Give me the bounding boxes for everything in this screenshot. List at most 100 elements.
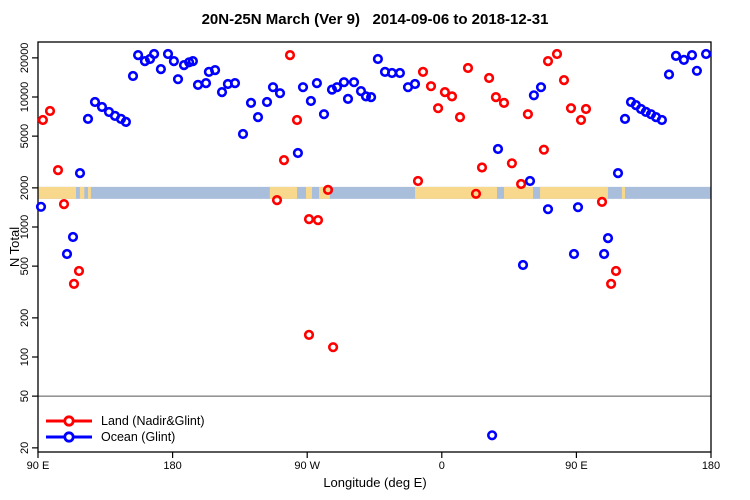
ocean-data-point [168, 55, 179, 67]
y-tick-label: 100 [19, 348, 31, 366]
ocean-data-point [305, 95, 317, 107]
legend-marker [63, 415, 75, 427]
ocean-data-point [619, 113, 631, 124]
map-band-land [306, 186, 312, 199]
land-data-point [44, 105, 56, 117]
ocean-data-point [216, 86, 228, 98]
chart-title: 20N-25N March (Ver 9) 2014-09-06 to 2018… [201, 11, 549, 28]
ocean-data-point [338, 77, 350, 88]
ocean-data-point [360, 91, 372, 102]
ocean-data-point [139, 55, 150, 67]
ocean-data-point [598, 248, 610, 260]
ocean-data-point [274, 88, 286, 99]
land-data-point [312, 215, 324, 226]
land-data-point [446, 91, 458, 102]
y-tick-label: 500 [19, 257, 31, 275]
ocean-data-point [229, 77, 241, 89]
ocean-data-point [386, 67, 398, 79]
ocean-data-point [61, 248, 73, 260]
ocean-data-point [67, 231, 79, 243]
y-tick-label: 50 [19, 390, 31, 402]
land-data-point [412, 175, 424, 187]
ocean-data-point [691, 65, 703, 76]
ocean-data-point [245, 97, 257, 108]
ocean-data-point [187, 55, 198, 67]
x-axis-label: Longitude (deg E) [323, 475, 427, 490]
map-band-land [87, 186, 91, 199]
ocean-data-point [267, 82, 279, 93]
ocean-data-point [612, 168, 624, 179]
x-tick-label: 0 [439, 460, 445, 472]
ocean-data-point [542, 204, 554, 215]
ocean-data-point [348, 77, 360, 88]
plot-frame [37, 41, 712, 453]
ocean-data-point [572, 202, 584, 213]
land-data-point [278, 155, 290, 166]
y-axis-label: N Total [7, 226, 22, 268]
land-data-point [58, 199, 70, 210]
map-band-land [540, 186, 608, 199]
map-band-ocean [38, 186, 711, 199]
land-data-point [605, 278, 617, 290]
land-data-point [565, 103, 577, 114]
land-data-point [476, 162, 488, 173]
ocean-data-point [528, 90, 540, 101]
ocean-data-point [492, 143, 504, 155]
ocean-data-point [311, 77, 323, 89]
y-tick-label: 1000 [19, 215, 31, 239]
x-tick-label: 90 E [565, 460, 588, 472]
y-tick-label: 10000 [19, 82, 31, 113]
land-data-point [68, 278, 80, 290]
x-tick-label: 180 [702, 460, 720, 472]
legend-label-ocean: Ocean (Glint) [101, 430, 176, 444]
ocean-data-point [120, 116, 131, 127]
y-tick-label: 2000 [19, 176, 31, 200]
y-tick-label: 5000 [19, 124, 31, 148]
ocean-data-point [318, 109, 330, 120]
land-data-point [515, 178, 527, 190]
ocean-data-point [700, 48, 712, 60]
land-data-point [73, 265, 85, 277]
land-data-point [558, 74, 570, 86]
land-data-point [470, 188, 482, 199]
ocean-data-point [74, 168, 86, 179]
ocean-data-point [89, 96, 101, 108]
map-band-land [415, 186, 497, 199]
land-data-point [575, 114, 587, 126]
ocean-data-point [409, 78, 421, 90]
x-tick-label: 90 W [294, 460, 320, 472]
ocean-data-point [517, 259, 529, 271]
land-data-point [425, 81, 437, 92]
map-band-land [38, 186, 76, 199]
x-tick-label: 180 [163, 460, 181, 472]
map-band-land [79, 186, 85, 199]
ocean-data-point [297, 82, 309, 93]
ocean-data-point [252, 111, 264, 123]
ocean-data-point [35, 201, 47, 212]
land-data-point [462, 62, 474, 74]
ocean-data-point [355, 85, 367, 97]
land-data-point [551, 48, 563, 60]
land-data-point [454, 111, 466, 123]
land-data-point [328, 342, 339, 353]
ocean-data-point [127, 70, 139, 82]
ocean-data-point [678, 54, 690, 66]
ocean-data-point [133, 49, 144, 61]
ocean-data-point [394, 67, 406, 79]
ocean-data-point [292, 147, 304, 159]
ocean-data-point [172, 74, 184, 85]
land-data-point [596, 196, 608, 207]
ocean-data-point [656, 114, 668, 126]
x-tick-label: 90 E [27, 460, 50, 472]
ocean-data-point [686, 49, 698, 61]
y-tick-label: 200 [19, 309, 31, 327]
ocean-data-point [261, 96, 273, 108]
land-data-point [303, 329, 315, 341]
ocean-data-point [670, 50, 682, 62]
map-band-land [504, 186, 534, 199]
ocean-data-point [663, 69, 675, 80]
y-tick-label: 20 [19, 442, 31, 454]
y-tick-label: 20000 [19, 43, 31, 74]
land-data-point [284, 49, 296, 61]
